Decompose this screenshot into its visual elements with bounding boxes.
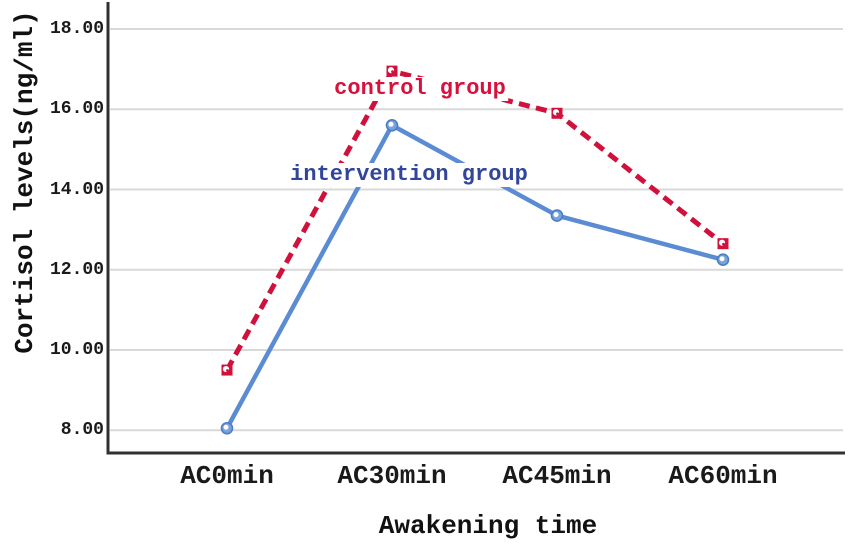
data-point-marker-inner <box>719 256 725 262</box>
data-point-marker-dot <box>556 112 559 116</box>
x-tick-label: AC0min <box>180 461 274 491</box>
y-tick-label: 14.00 <box>49 179 104 200</box>
y-tick-label: 12.00 <box>49 259 104 280</box>
y-tick-label: 16.00 <box>49 99 104 120</box>
x-tick-label: AC45min <box>502 461 612 491</box>
y-tick-label: 18.00 <box>49 19 104 39</box>
data-point-marker-dot <box>722 242 725 246</box>
data-point-marker-dot <box>391 70 394 74</box>
intervention-group-label: intervention group <box>288 162 530 187</box>
x-tick-label: AC60min <box>668 461 778 491</box>
x-tick-label: AC30min <box>337 461 447 491</box>
data-point-marker-inner <box>388 121 394 127</box>
series-line-control-group <box>224 68 725 372</box>
x-axis-title: Awakening time <box>378 511 598 541</box>
control-group-label: control group <box>332 76 508 101</box>
y-tick-label: 10.00 <box>49 340 104 360</box>
y-axis-title: Cortisol levels(ng/ml) <box>10 10 40 354</box>
data-point-marker-dot <box>226 369 229 372</box>
data-point-marker-inner <box>223 424 229 430</box>
y-tick-label: 8.00 <box>60 420 104 441</box>
data-point-marker-inner <box>553 212 559 218</box>
